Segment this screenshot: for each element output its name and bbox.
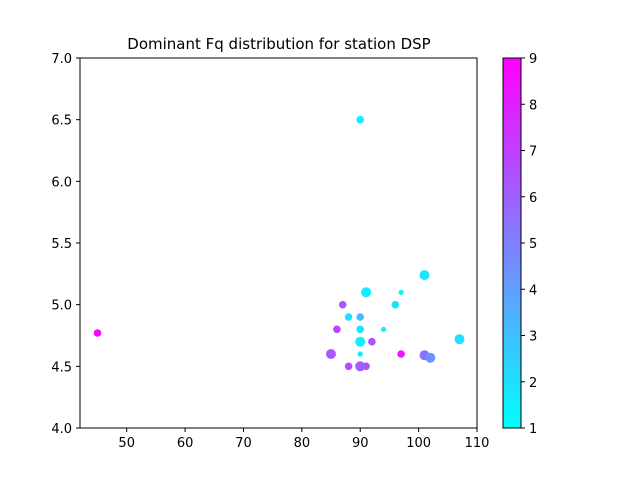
colorbar-tick-label: 8 [529,98,537,113]
data-point [355,336,366,347]
colorbar-tick-label: 7 [529,145,537,160]
x-tick-label: 100 [406,436,431,451]
data-point [381,326,387,332]
colorbar-scale [502,57,522,429]
colorbar-tick-label: 2 [529,376,537,391]
x-tick-label: 90 [352,436,369,451]
data-point [419,270,430,281]
x-tick-label: 80 [294,436,311,451]
x-tick-label: 110 [465,436,490,451]
data-point [362,362,370,371]
y-tick-label: 7.0 [51,52,72,67]
y-tick-label: 4.5 [51,360,72,375]
data-point [425,352,436,363]
data-point [356,325,365,334]
x-axis: 50 60 70 80 90 100 110 [118,428,489,451]
data-point [361,287,372,298]
colorbar-tick-label: 4 [529,283,537,298]
data-point [333,325,341,334]
data-point [326,349,336,359]
x-tick-label: 50 [118,436,135,451]
data-point [454,334,465,345]
y-tick-label: 6.0 [51,175,72,190]
data-point [344,362,353,371]
data-point [355,361,366,372]
points-layer [93,115,465,372]
y-tick-label: 5.5 [51,237,72,252]
colorbar-tick-label: 5 [529,237,537,252]
y-tick-label: 5.0 [51,299,72,314]
chart-title: Dominant Fq distribution for station DSP [127,35,430,53]
colorbar-tick-label: 3 [529,330,537,345]
data-point [356,115,365,124]
data-point [344,313,353,321]
data-point [391,300,400,309]
colorbar: 1 2 3 4 5 6 7 8 9 [502,52,537,437]
data-point [356,313,365,321]
colorbar-tick-label: 1 [529,422,537,437]
plot-frame [79,57,478,429]
data-point [357,351,363,357]
x-tick-label: 60 [177,436,194,451]
data-point [93,329,102,337]
y-tick-label: 6.5 [51,114,72,129]
data-point [338,300,347,309]
x-tick-label: 70 [235,436,252,451]
data-point [398,289,404,295]
colorbar-tick-label: 9 [529,52,537,67]
data-point [368,337,376,346]
y-axis: 4.0 4.5 5.0 5.5 6.0 6.5 7.0 [51,52,80,437]
data-point [397,350,405,358]
y-tick-label: 4.0 [51,422,72,437]
plot-area: 50 60 70 80 90 100 110 4.0 4.5 5.0 5.5 6.0 6.5 7.0 [51,52,489,451]
colorbar-axis: 1 2 3 4 5 6 7 8 9 [521,52,537,437]
colorbar-tick-label: 6 [529,191,537,206]
